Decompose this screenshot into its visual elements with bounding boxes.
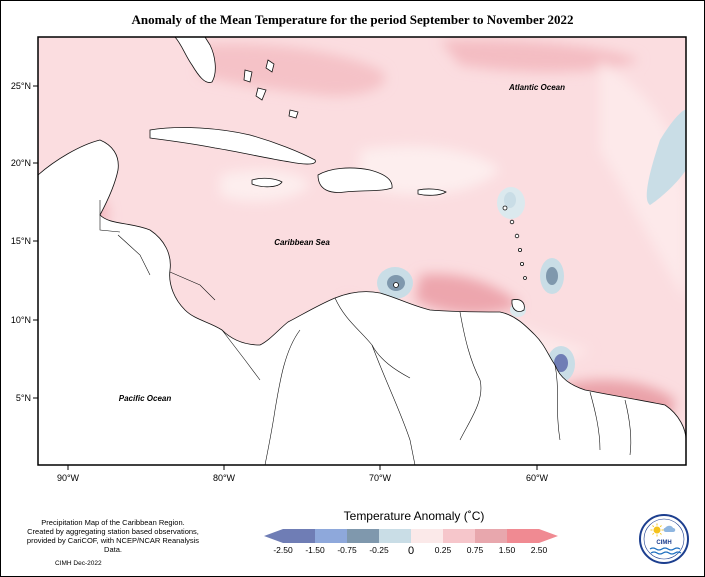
bahamas-island-4 [288, 109, 299, 119]
lon-tick-label: 90°W [57, 473, 80, 483]
antilles-island-3 [514, 233, 520, 239]
puerto-rico-land [417, 188, 447, 196]
bahamas-island-1 [243, 69, 253, 83]
plot-frame [37, 36, 687, 466]
legend-title: Temperature Anomaly (˚C) [343, 509, 485, 523]
map-plot-area [38, 37, 686, 465]
colorbar-segment [347, 529, 379, 543]
lat-tick-label: 15°N [11, 236, 31, 246]
colorbar-tick-label: -0.25 [369, 545, 389, 555]
sun-icon [650, 523, 664, 537]
antilles-island-5 [520, 261, 525, 266]
lat-tick-label: 10°N [11, 315, 31, 325]
lon-tick-label: 80°W [213, 473, 236, 483]
colorbar-segment [315, 529, 347, 543]
lat-tick-label: 25°N [11, 81, 31, 91]
colorbar: -2.50 -1.50 -0.75 -0.25 0 0.25 0.75 1.50… [264, 529, 558, 557]
antilles-island-6 [523, 276, 527, 280]
colorbar-tick-label: -1.50 [305, 545, 325, 555]
credit-text: Precipitation Map of the Caribbean Regio… [18, 518, 208, 554]
bahamas-island-3 [265, 59, 275, 73]
lat-tick-label: 5°N [16, 393, 31, 403]
cuba-land [149, 127, 316, 165]
colorbar-segment [379, 529, 411, 543]
colorbar-tick-label: 0 [408, 545, 414, 557]
anomaly-patches [75, 39, 686, 444]
antilles-island-4 [518, 247, 523, 252]
colorbar-segment [283, 529, 315, 543]
cimh-date: CIMH Dec-2022 [55, 560, 102, 567]
colorbar-arrow-left [264, 529, 283, 543]
antilles-island-1 [502, 205, 508, 211]
colorbar-tick-label: -0.75 [337, 545, 357, 555]
colorbar-arrow-right [539, 529, 558, 543]
aruba-curacao-island [393, 282, 399, 288]
latitude-axis: 25°N 20°N 15°N 10°N 5°N [11, 81, 38, 403]
pacific-ocean-label: Pacific Ocean [119, 394, 172, 403]
wave-icon [649, 547, 682, 555]
credit-line: provided by CariCOF, with NCEP/NCAR Rean… [26, 536, 200, 554]
colorbar-tick-label: 0.25 [435, 545, 452, 555]
logo-text: CIMH [656, 540, 671, 546]
colorbar-segment [443, 529, 475, 543]
credit-line: Created by aggregating station based obs… [27, 527, 199, 536]
colorbar-segment [411, 529, 443, 543]
antilles-island-2 [509, 219, 515, 225]
colorbar-tick-label: 2.50 [531, 545, 548, 555]
colorbar-tick-label: 1.50 [499, 545, 516, 555]
hispaniola-land [317, 167, 393, 193]
caribbean-sea-label: Caribbean Sea [274, 238, 330, 247]
country-borders [99, 200, 632, 465]
colorbar-tick-label: 0.75 [467, 545, 484, 555]
colorbar-segment [507, 529, 539, 543]
colorbar-segment [475, 529, 507, 543]
land-masses [38, 37, 686, 465]
atlantic-ocean-label: Atlantic Ocean [508, 83, 565, 92]
credit-line: Precipitation Map of the Caribbean Regio… [41, 518, 185, 527]
lat-tick-label: 20°N [11, 158, 31, 168]
lon-tick-label: 60°W [526, 473, 549, 483]
jamaica-land [251, 177, 283, 188]
bahamas-island-2 [255, 87, 267, 101]
colorbar-tick-label: -2.50 [273, 545, 293, 555]
florida-land [38, 37, 216, 83]
longitude-axis: 90°W 80°W 70°W 60°W [57, 465, 549, 483]
trinidad-land [511, 299, 525, 312]
map-title: Anomaly of the Mean Temperature for the … [131, 12, 574, 27]
cloud-icon [663, 525, 676, 532]
cimh-logo: CIMH [639, 514, 689, 564]
lon-tick-label: 70°W [369, 473, 392, 483]
